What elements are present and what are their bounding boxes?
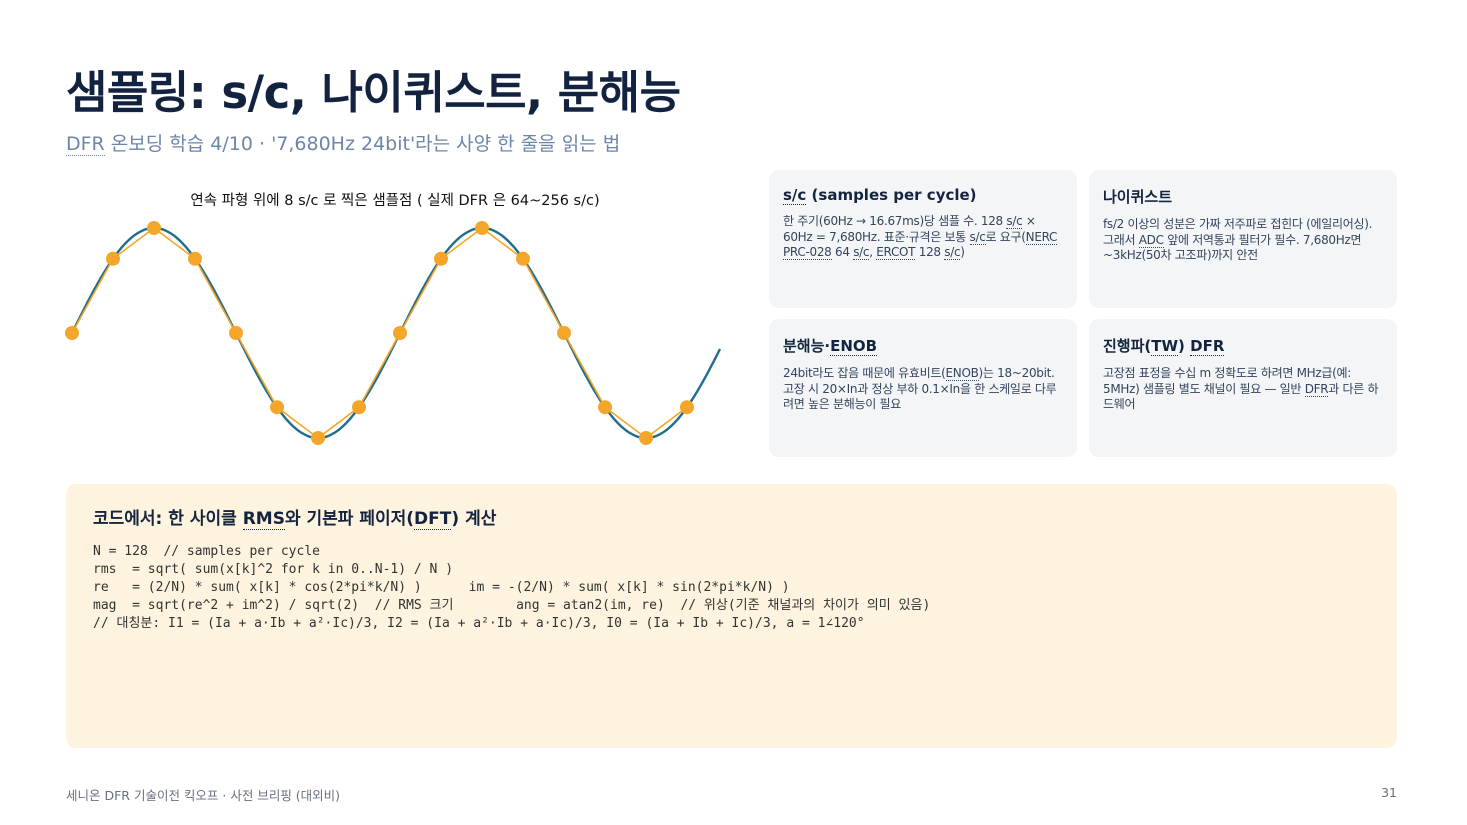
card-resolution-enob: 분해능·ENOB 24bit라도 잡음 때문에 유효비트(ENOB)는 18~2… [769,319,1077,457]
card-title: 분해능·ENOB [783,335,1063,356]
card-title: s/c (samples per cycle) [783,186,1063,205]
card-nyquist: 나이퀴스트 fs/2 이상의 성분은 가짜 저주파로 접힌다 (에일리어싱). … [1089,170,1397,308]
sample-point-13 [598,400,612,415]
sample-point-11 [516,251,530,266]
code-line: rms = sqrt( sum(x[k]^2 for k in 0..N-1) … [93,562,454,577]
card-body: 고장점 표정을 수십 m 정확도로 하려면 MHz급(예: 5MHz) 샘플링 … [1103,366,1383,413]
abbreviation[interactable]: RMS [242,509,285,530]
page-title: 샘플링: s/c, 나이퀴스트, 분해능 [66,66,681,119]
abbreviation[interactable]: DFR [1190,337,1225,356]
card-samples-per-cycle: s/c (samples per cycle) 한 주기(60Hz → 16.6… [769,170,1077,308]
sample-point-12 [557,326,571,340]
abbreviation[interactable]: s/c [1006,214,1023,229]
abbreviation[interactable]: ADC [1138,232,1164,248]
sample-point-9 [434,251,448,266]
abbreviation[interactable]: ENOB [945,366,979,381]
sample-point-7 [352,400,366,415]
text-segment: 한 주기(60Hz → 16.67ms)당 샘플 수. 128 [783,214,1007,228]
sample-point-1 [106,251,120,266]
abbreviation[interactable]: ERCOT [876,245,916,260]
text-segment: , [869,245,877,259]
page-number: 31 [1381,785,1397,800]
sample-point-10 [475,221,489,235]
sample-point-14 [639,431,653,445]
card-traveling-wave-dfr: 진행파(TW) DFR 고장점 표정을 수십 m 정확도로 하려면 MHz급(예… [1089,319,1397,457]
code-block: N = 128 // samples per cycle rms = sqrt( … [93,543,1370,633]
subtitle-text: 온보딩 학습 4/10 · '7,680Hz 24bit'라는 사양 한 줄을 … [104,133,621,155]
abbreviation[interactable]: s/c [783,186,807,205]
footer-text: 세니온 DFR 기술이전 킥오프 · 사전 브리핑 (대외비) [66,788,341,803]
text-segment: 고장점 표정을 수십 m 정확도로 하려면 MHz급(예: 5MHz) 샘플링 … [1103,366,1351,396]
code-line: N = 128 // samples per cycle [93,544,320,559]
code-panel-title: 코드에서: 한 사이클 RMS와 기본파 페이저(DFT) 계산 [93,504,1370,530]
card-body: 한 주기(60Hz → 16.67ms)당 샘플 수. 128 s/c × 60… [783,214,1063,261]
sampled-line [71,226,688,440]
abbreviation[interactable]: s/c [853,245,870,260]
text-segment: (samples per cycle) [806,186,977,204]
card-body: 24bit라도 잡음 때문에 유효비트(ENOB)는 18~20bit. 고장 … [783,366,1063,413]
code-line: re = (2/N) * sum( x[k] * cos(2*pi*k/N) )… [93,580,790,595]
sample-point-5 [270,400,284,415]
text-segment: 나이퀴스트 [1103,188,1173,206]
sample-point-3 [188,251,202,266]
chart-title: 연속 파형 위에 8 s/c 로 찍은 샘플점 ( 실제 DFR 은 64~25… [190,192,599,209]
sample-point-8 [393,326,407,340]
text-segment: 와 기본파 페이저( [284,509,415,529]
text-segment: 진행파( [1103,337,1152,355]
text-segment: ) [960,245,965,259]
abbreviation[interactable]: DFT [414,509,452,530]
code-line: mag = sqrt(re^2 + im^2) / sqrt(2) // RMS… [93,598,931,613]
text-segment: 앞에 저역통과 필터가 필수. 7,680Hz면 ~3kHz(50차 고조파)까… [1103,232,1362,263]
abbreviation[interactable]: NERC PRC-028 [783,229,1058,260]
text-segment: 24bit라도 잡음 때문에 유효비트( [783,366,946,380]
text-segment: 분해능· [783,337,831,355]
page-subtitle: DFR 온보딩 학습 4/10 · '7,680Hz 24bit'라는 사양 한… [66,129,620,156]
sample-point-15 [680,400,694,415]
code-panel: 코드에서: 한 사이클 RMS와 기본파 페이저(DFT) 계산 N = 128… [66,484,1397,748]
abbreviation[interactable]: s/c [944,245,961,260]
text-segment: ) [1178,337,1191,355]
text-segment: 128 [915,245,945,259]
sample-point-6 [311,431,325,445]
abbreviation[interactable]: ENOB [830,337,878,356]
sampling-chart-svg: 연속 파형 위에 8 s/c 로 찍은 샘플점 ( 실제 DFR 은 64~25… [65,192,722,445]
text-segment: 코드에서: 한 사이클 [93,509,243,529]
text-segment: fs/2 이상의 성분은 가짜 저주파로 접힌다 (에일리어싱). 그래서 [1103,217,1373,247]
sample-point-2 [147,221,161,235]
code-line: // 대칭분: I1 = (Ia + a·Ib + a²·Ic)/3, I2 =… [93,616,865,631]
sampling-chart: 연속 파형 위에 8 s/c 로 찍은 샘플점 ( 실제 DFR 은 64~25… [60,180,740,460]
text-segment: 로 요구( [985,229,1026,244]
text-segment: )는 18~20bit. 고장 시 20×In과 정상 부하 0.1×In을 한… [783,366,1057,411]
text-segment: 과 다른 하드웨어 [1103,381,1379,412]
text-segment: ) 계산 [451,509,497,529]
sample-point-4 [229,326,243,340]
abbreviation[interactable]: TW [1151,337,1179,356]
card-title: 나이퀴스트 [1103,186,1383,207]
text-segment: × 60Hz = 7,680Hz. 표준·규격은 보통 [783,214,1036,244]
subtitle-abbr[interactable]: DFR [66,133,105,156]
card-body: fs/2 이상의 성분은 가짜 저주파로 접힌다 (에일리어싱). 그래서 AD… [1103,217,1383,264]
sample-point-0 [65,326,79,340]
card-title: 진행파(TW) DFR [1103,335,1383,356]
abbreviation[interactable]: DFR [1304,381,1329,397]
abbreviation[interactable]: s/c [969,229,986,245]
text-segment: 64 [831,245,854,259]
